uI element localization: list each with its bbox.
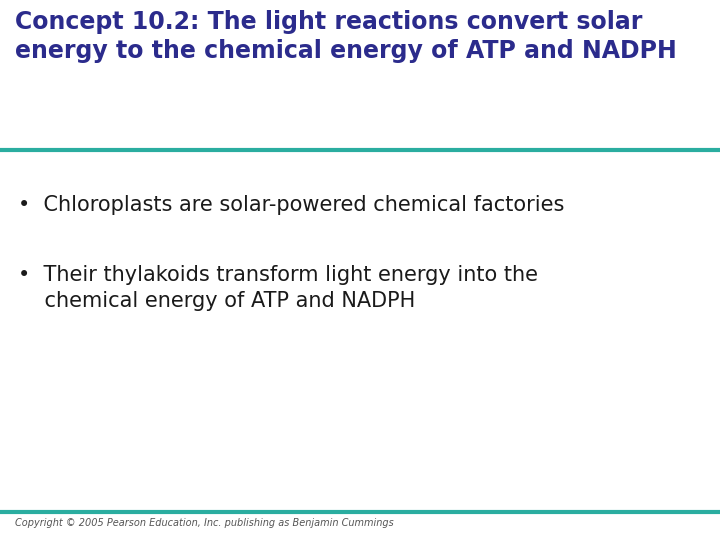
- Text: •  Their thylakoids transform light energy into the
    chemical energy of ATP a: • Their thylakoids transform light energ…: [18, 265, 538, 310]
- Text: Concept 10.2: The light reactions convert solar
energy to the chemical energy of: Concept 10.2: The light reactions conver…: [15, 10, 677, 63]
- Text: •  Chloroplasts are solar-powered chemical factories: • Chloroplasts are solar-powered chemica…: [18, 195, 564, 215]
- Text: Copyright © 2005 Pearson Education, Inc. publishing as Benjamin Cummings: Copyright © 2005 Pearson Education, Inc.…: [15, 518, 394, 528]
